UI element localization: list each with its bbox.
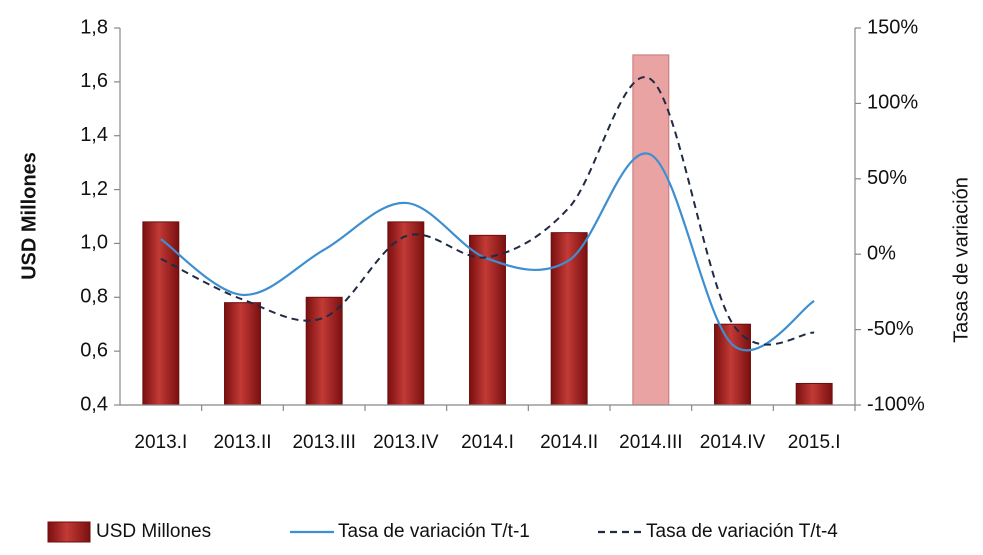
y2-tick-label: -100%: [867, 393, 925, 415]
y2-tick-label: 0%: [867, 242, 896, 264]
y-axis-label: USD Millones: [18, 152, 40, 280]
bar: [387, 221, 425, 406]
x-tick-label: 2014.III: [619, 432, 682, 453]
x-tick-label: 2013.IV: [373, 432, 439, 453]
y2-tick-label: -50%: [867, 318, 914, 340]
bar: [550, 232, 588, 406]
y2-tick-label: 100%: [867, 92, 918, 114]
line: [160, 76, 815, 346]
legend-label: Tasa de variación T/t-1: [338, 521, 530, 542]
y-tick-label: 1,4: [80, 124, 108, 146]
x-tick-label: 2014.IV: [700, 432, 766, 453]
y-tick-label: 1,6: [80, 70, 108, 92]
y-tick-label: 0,6: [80, 339, 108, 361]
y2-tick-label: 50%: [867, 167, 907, 189]
y2-axis-label: Tasas de variación: [950, 177, 972, 343]
x-tick-label: 2013.I: [134, 432, 187, 453]
legend-label: Tasa de variación T/t-4: [646, 521, 838, 542]
y-tick-label: 1,8: [80, 16, 108, 38]
legend-swatch: [47, 521, 91, 543]
y-tick-label: 0,8: [80, 286, 108, 308]
bar: [469, 234, 506, 406]
x-tick-label: 2014.II: [540, 432, 598, 453]
y-tick-label: 1,0: [80, 232, 108, 254]
bar: [795, 382, 833, 406]
x-tick-label: 2014.I: [461, 432, 514, 453]
bar: [224, 302, 261, 406]
x-tick-label: 2015.I: [788, 432, 841, 453]
bar: [632, 54, 670, 406]
bar: [305, 296, 343, 406]
y-tick-label: 1,2: [80, 178, 108, 200]
line: [160, 152, 815, 352]
x-tick-label: 2013.II: [213, 432, 271, 453]
y-tick-label: 0,4: [80, 393, 108, 415]
y2-tick-label: 150%: [867, 16, 918, 38]
x-tick-label: 2013.III: [292, 432, 355, 453]
legend-label: USD Millones: [96, 521, 211, 542]
